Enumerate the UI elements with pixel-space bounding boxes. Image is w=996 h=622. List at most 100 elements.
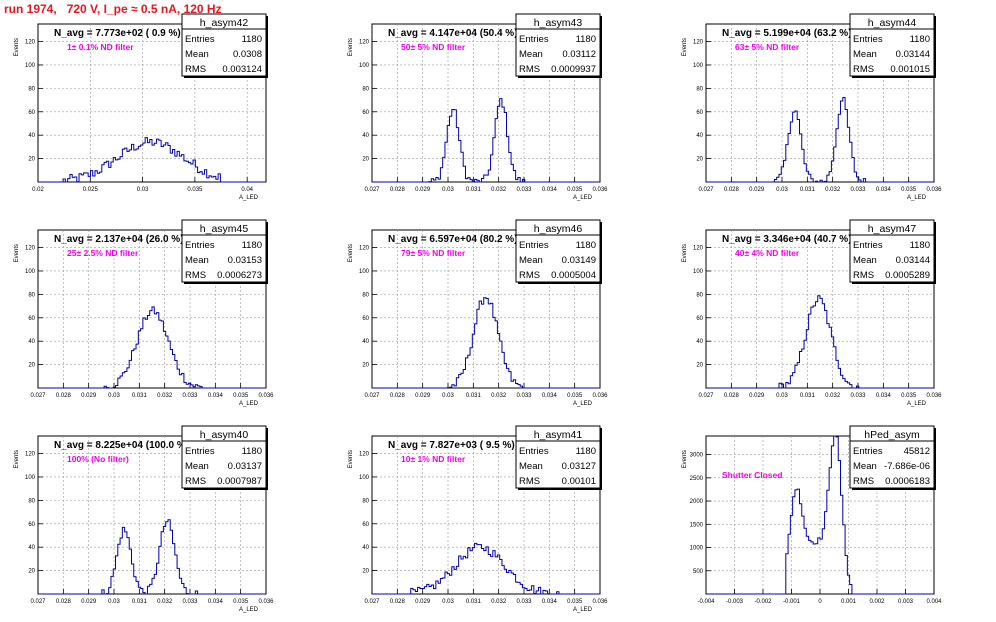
x-tick-label: 0.027 <box>364 599 380 605</box>
histogram-title: N_avg = 7.773e+02 ( 0.9 %) <box>54 28 181 39</box>
x-tick-label: 0.002 <box>869 599 885 605</box>
histogram-line <box>706 97 934 183</box>
x-tick-label: 0.027 <box>364 393 380 399</box>
y-tick-label: 60 <box>28 316 35 322</box>
filter-annotation: 25± 2.5% ND filter <box>67 248 139 258</box>
x-tick-label: 0.04 <box>241 187 253 193</box>
filter-annotation: 1± 0.1% ND filter <box>67 42 134 52</box>
stats-label: Mean <box>519 255 543 266</box>
stats-box-shadow <box>184 76 268 78</box>
histogram-line <box>38 519 266 595</box>
stats-value: 45812 <box>904 446 930 457</box>
y-tick-label: 20 <box>28 157 35 163</box>
y-tick-label: 60 <box>28 522 35 528</box>
x-tick-label: 0.032 <box>157 599 173 605</box>
stats-histogram-name: h_asym46 <box>534 223 583 235</box>
y-tick-label: 80 <box>28 498 35 504</box>
histogram-line <box>372 98 600 183</box>
x-tick-label: 0.028 <box>390 187 406 193</box>
stats-value: 0.0005004 <box>551 270 596 281</box>
histogram-title: N_avg = 6.597e+04 (80.2 %) <box>388 234 518 245</box>
y-tick-label: 3000 <box>690 453 704 459</box>
stats-label: RMS <box>185 270 206 281</box>
stats-label: RMS <box>853 270 874 281</box>
x-tick-label: 0.031 <box>800 393 816 399</box>
histogram-title: N_avg = 4.147e+04 (50.4 %) <box>388 28 518 39</box>
y-tick-label: 120 <box>25 452 36 458</box>
stats-value: 1180 <box>910 34 930 45</box>
stats-label: Mean <box>185 461 209 472</box>
stats-histogram-name: h_asym45 <box>200 223 249 235</box>
filter-annotation: 79± 5% ND filter <box>401 248 466 258</box>
y-axis-label: Events <box>348 450 354 468</box>
y-tick-label: 100 <box>693 63 704 69</box>
x-tick-label: -0.004 <box>697 599 715 605</box>
stats-label: Entries <box>185 446 215 457</box>
x-tick-label: 0.033 <box>182 599 198 605</box>
filter-annotation: 10± 1% ND filter <box>401 454 466 464</box>
x-tick-label: 0.036 <box>592 393 608 399</box>
x-tick-label: 0.03 <box>442 187 454 193</box>
x-tick-label: 0.03 <box>108 393 120 399</box>
y-tick-label: 120 <box>359 452 370 458</box>
y-tick-label: 100 <box>359 63 370 69</box>
x-tick-label: 0.032 <box>825 187 841 193</box>
y-tick-label: 20 <box>28 363 35 369</box>
stats-label: Entries <box>853 34 883 45</box>
histogram-line <box>38 137 266 183</box>
stats-box <box>849 219 935 283</box>
x-tick-label: 0.036 <box>592 187 608 193</box>
stats-box-shadow <box>518 282 602 284</box>
x-axis-label: A_LED <box>573 607 593 613</box>
x-tick-label: 0.035 <box>567 187 583 193</box>
stats-value: 0.0006273 <box>217 270 262 281</box>
stats-value: -7.686e-06 <box>884 461 930 472</box>
filter-annotation: 63± 5% ND filter <box>735 42 800 52</box>
stats-value: 1180 <box>242 446 262 457</box>
stats-box-shadow <box>934 428 936 490</box>
histogram-title: N_avg = 8.225e+04 (100.0 %) <box>54 440 189 451</box>
y-tick-label: 120 <box>25 246 36 252</box>
stats-box-shadow <box>266 428 268 490</box>
filter-annotation: 50± 5% ND filter <box>401 42 466 52</box>
y-tick-label: 100 <box>25 269 36 275</box>
filter-annotation: Shutter Closed <box>722 470 782 480</box>
x-tick-label: 0.036 <box>258 599 274 605</box>
x-tick-label: 0.029 <box>415 599 431 605</box>
x-tick-label: 0.034 <box>542 393 558 399</box>
x-axis-label: A_LED <box>239 607 259 613</box>
stats-box-shadow <box>852 76 936 78</box>
stats-value: 0.0308 <box>233 49 262 60</box>
x-axis-label: A_LED <box>573 195 593 201</box>
y-tick-label: 120 <box>25 40 36 46</box>
stats-box-shadow <box>266 222 268 284</box>
histogram-panel-h_asym41: 0.027 0.028 0.029 0.03 0.031 0.032 0.033 0.034 0… <box>348 425 608 613</box>
x-tick-label: 0.031 <box>800 187 816 193</box>
y-tick-label: 60 <box>362 316 369 322</box>
x-tick-label: 0.032 <box>491 393 507 399</box>
x-tick-label: 0.032 <box>157 393 173 399</box>
x-tick-label: 0.034 <box>542 187 558 193</box>
histogram-title: N_avg = 7.827e+03 ( 9.5 %) <box>388 440 515 451</box>
y-tick-label: 2500 <box>690 476 704 482</box>
histogram-panel-h_asym45: 0.027 0.028 0.029 0.03 0.031 0.032 0.033 0.034 0… <box>14 219 274 407</box>
stats-value: 0.00101 <box>562 476 596 487</box>
x-tick-label: 0.036 <box>926 187 942 193</box>
y-axis-label: Events <box>348 38 354 56</box>
y-axis-label: Events <box>682 450 688 468</box>
histogram-line <box>372 297 600 389</box>
stats-label: RMS <box>519 476 540 487</box>
x-tick-label: 0.033 <box>850 393 866 399</box>
y-tick-label: 80 <box>28 86 35 92</box>
y-tick-label: 20 <box>696 157 703 163</box>
filter-annotation: 40± 4% ND filter <box>735 248 800 258</box>
histogram-panel-h_asym44: 0.027 0.028 0.029 0.03 0.031 0.032 0.033 0.034 0… <box>682 13 942 201</box>
x-tick-label: 0.028 <box>390 599 406 605</box>
y-tick-label: 40 <box>696 133 703 139</box>
x-tick-label: 0.034 <box>208 393 224 399</box>
y-tick-label: 80 <box>362 86 369 92</box>
stats-value: 1180 <box>242 34 262 45</box>
y-tick-label: 20 <box>28 569 35 575</box>
stats-label: RMS <box>185 476 206 487</box>
